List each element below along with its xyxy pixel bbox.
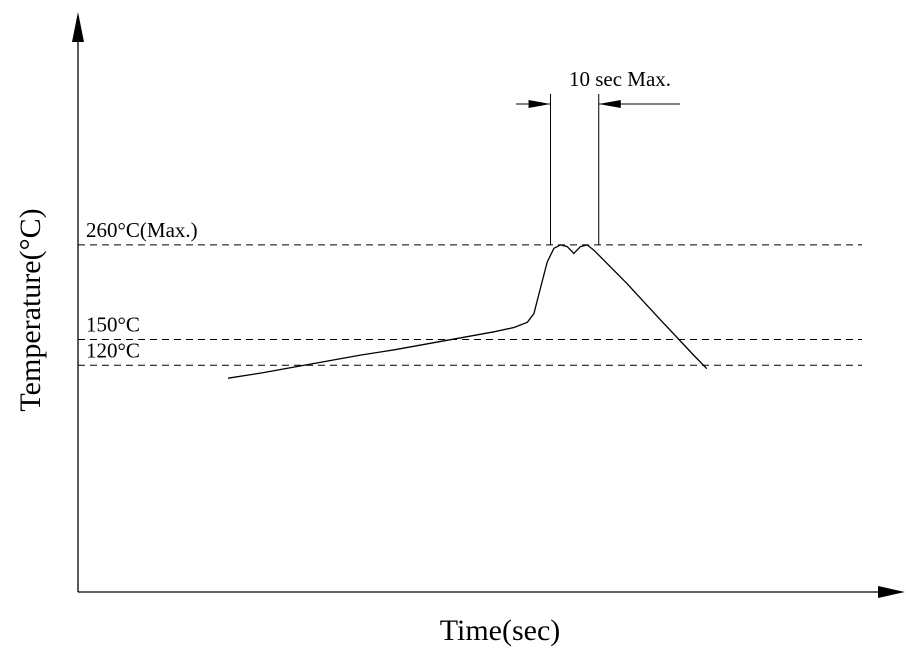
x-axis-arrow: [878, 586, 905, 598]
dimension-arrow-right: [598, 100, 621, 108]
y-axis-title: Temperature(°C): [14, 208, 47, 411]
axes: [72, 12, 905, 598]
y-axis-arrow: [72, 12, 84, 42]
temperature-curve: [227, 244, 708, 379]
reference-label-150: 150°C: [86, 313, 140, 337]
duration-label: 10 sec Max.: [569, 67, 671, 91]
dimension-arrow-left: [528, 100, 551, 108]
reference-label-120: 120°C: [86, 338, 140, 362]
duration-annotation: 10 sec Max.: [516, 67, 680, 245]
x-axis-title: Time(sec): [440, 614, 561, 647]
reference-label-260: 260°C(Max.): [86, 218, 198, 242]
